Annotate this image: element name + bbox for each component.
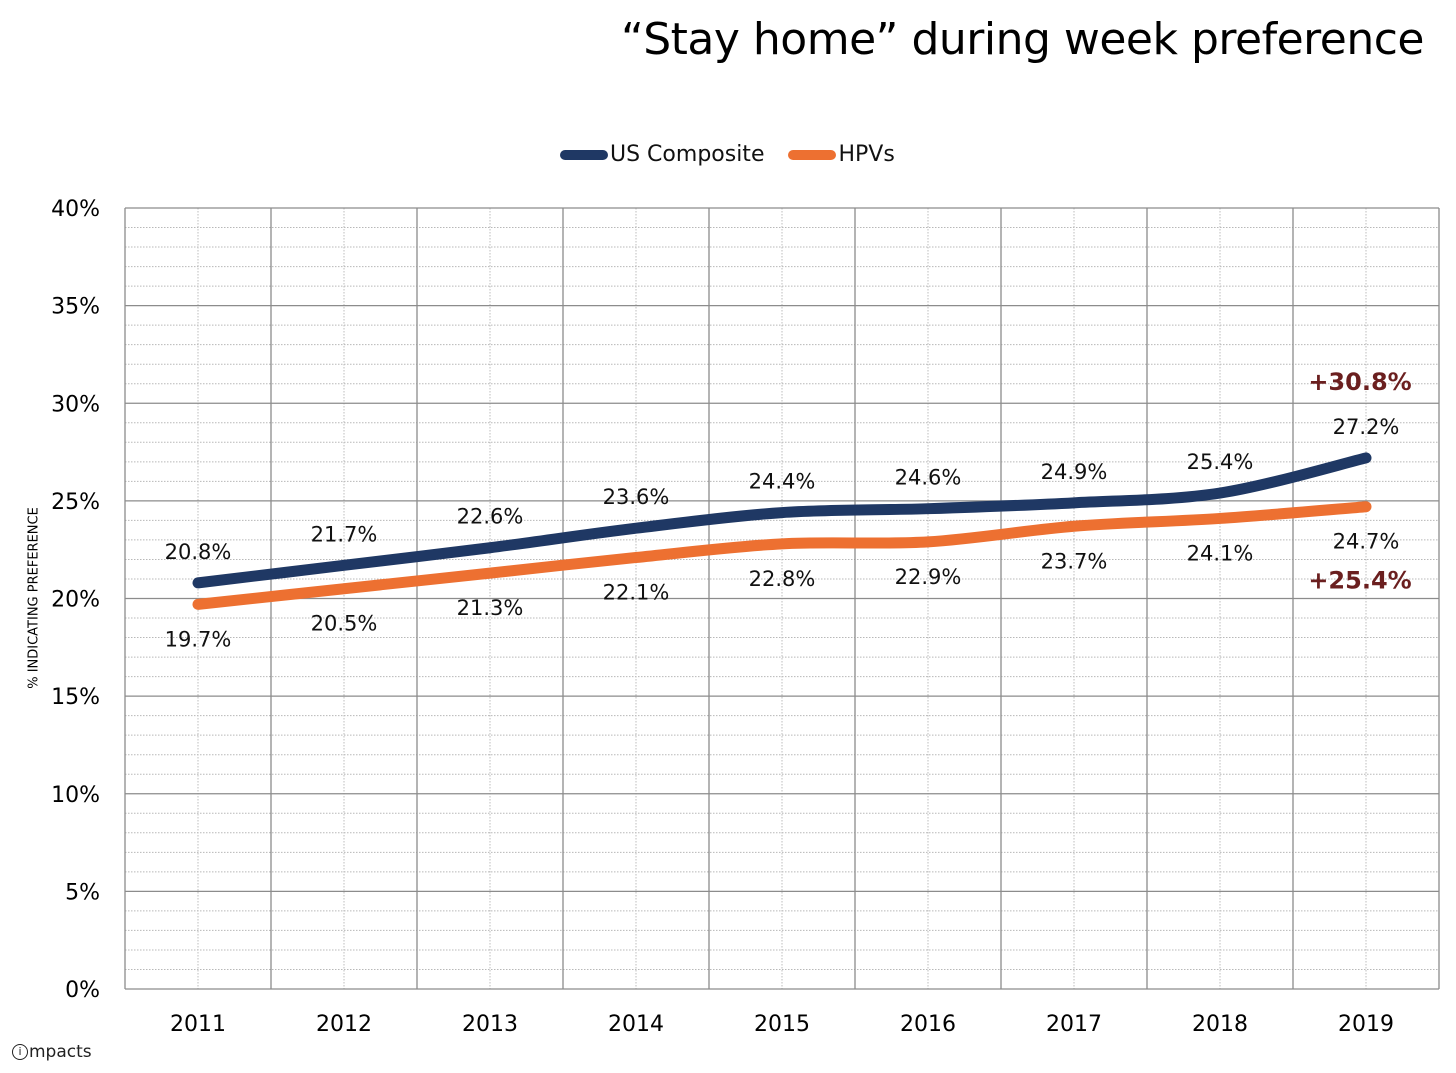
data-label-us-composite: 27.2% xyxy=(1333,415,1400,439)
gridlines xyxy=(124,207,1440,990)
change-annotation: +30.8% xyxy=(1308,368,1411,396)
y-tick-label: 20% xyxy=(51,588,100,613)
legend-item-us-composite: US Composite xyxy=(560,142,764,167)
data-label-us-composite: 20.8% xyxy=(165,540,232,564)
legend-label-hpvs: HPVs xyxy=(838,142,895,167)
x-tick-labels: 2011 2012 2013 2014 2015 2016 2017 2018 2019 xyxy=(170,1012,1394,1037)
y-tick-label: 40% xyxy=(51,197,100,222)
x-tick-label: 2013 xyxy=(462,1012,518,1037)
data-labels: 20.8% 21.7% 22.6% 23.6% 24.4% 24.6% 24.9% 25.4%… xyxy=(165,415,1400,651)
y-tick-label: 10% xyxy=(51,783,100,808)
data-label-hpvs: 19.7% xyxy=(165,627,232,651)
x-tick-label: 2012 xyxy=(316,1012,372,1037)
y-tick-label: 5% xyxy=(65,880,100,905)
legend-label-us-composite: US Composite xyxy=(610,142,765,167)
data-label-hpvs: 23.7% xyxy=(1041,549,1108,573)
y-tick-label: 30% xyxy=(51,392,100,417)
x-tick-label: 2015 xyxy=(754,1012,810,1037)
legend: US Composite HPVs xyxy=(560,142,919,167)
x-tick-label: 2016 xyxy=(900,1012,956,1037)
legend-swatch-hpvs xyxy=(788,149,837,160)
y-tick-labels: 0% 5% 10% 15% 20% 25% 30% 35% 40% xyxy=(51,197,100,1003)
data-label-us-composite: 24.9% xyxy=(1041,460,1108,484)
data-label-us-composite: 22.6% xyxy=(457,505,524,529)
data-label-hpvs: 22.9% xyxy=(895,565,962,589)
series-lines xyxy=(192,452,1372,610)
data-label-us-composite: 21.7% xyxy=(311,522,378,546)
y-tick-label: 25% xyxy=(51,490,100,515)
logo-text: mpacts xyxy=(29,1042,92,1062)
x-tick-label: 2019 xyxy=(1338,1012,1394,1037)
data-label-hpvs: 24.1% xyxy=(1187,541,1254,565)
legend-item-hpvs: HPVs xyxy=(788,142,895,167)
x-tick-label: 2017 xyxy=(1046,1012,1102,1037)
change-annotation: +25.4% xyxy=(1308,567,1411,595)
data-label-hpvs: 22.1% xyxy=(603,580,670,604)
data-label-hpvs: 21.3% xyxy=(457,596,524,620)
x-tick-label: 2011 xyxy=(170,1012,226,1037)
logo-circle-i: i xyxy=(12,1044,28,1060)
y-tick-label: 35% xyxy=(51,295,100,320)
impacts-logo: i mpacts xyxy=(12,1042,92,1062)
data-label-hpvs: 24.7% xyxy=(1333,530,1400,554)
x-tick-label: 2014 xyxy=(608,1012,664,1037)
data-label-hpvs: 20.5% xyxy=(311,612,378,636)
data-label-us-composite: 23.6% xyxy=(603,485,670,509)
annotations: +30.8% +25.4% xyxy=(1308,368,1411,595)
y-tick-label: 15% xyxy=(51,685,100,710)
data-label-us-composite: 24.6% xyxy=(895,466,962,490)
chart-title: “Stay home” during week preference xyxy=(620,14,1425,65)
data-label-hpvs: 22.8% xyxy=(749,567,816,591)
y-tick-label: 0% xyxy=(65,978,100,1003)
x-tick-label: 2018 xyxy=(1192,1012,1248,1037)
data-label-us-composite: 25.4% xyxy=(1187,450,1254,474)
data-label-us-composite: 24.4% xyxy=(749,470,816,494)
legend-swatch-us-composite xyxy=(560,149,608,160)
